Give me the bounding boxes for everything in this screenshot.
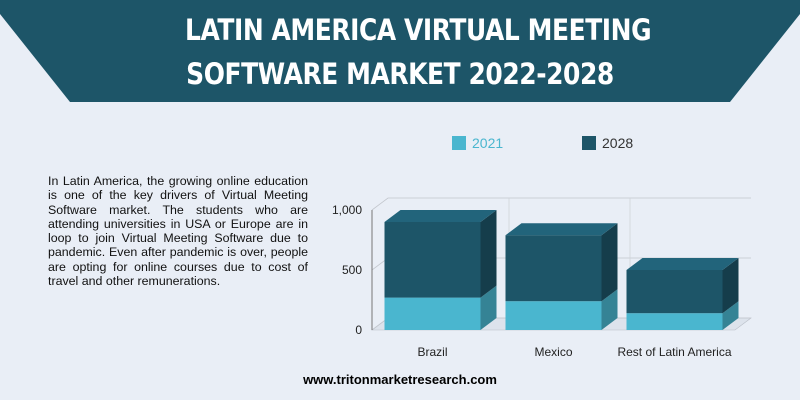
bar-2021-brazil	[384, 297, 481, 330]
bar-top-2028-mexico	[505, 223, 618, 236]
chart-legend: 2021 2028	[452, 135, 672, 155]
legend-swatch-2028	[582, 136, 596, 150]
bar-2028-rest-of-latin-america	[626, 270, 723, 314]
legend-label-2021: 2021	[472, 135, 504, 151]
y-tick-label: 1,000	[332, 203, 362, 217]
bar-side-2028-brazil	[480, 210, 497, 298]
footer-url: www.tritonmarketresearch.com	[303, 372, 497, 387]
bar-side-2021-brazil	[480, 285, 497, 330]
page-title: LATIN AMERICA VIRTUAL MEETING SOFTWARE M…	[185, 8, 652, 96]
title-line-1: LATIN AMERICA VIRTUAL MEETING	[185, 13, 652, 47]
bar-side-2021-mexico	[601, 289, 618, 330]
bar-2021-rest-of-latin-america	[626, 313, 723, 330]
x-tick-label: Brazil	[417, 345, 447, 359]
title-line-2: SOFTWARE MARKET 2022-2028	[186, 57, 614, 91]
bar-2021-mexico	[505, 301, 602, 330]
title-banner	[0, 0, 800, 102]
bar-top-2028-rest-of-latin-america	[626, 258, 739, 270]
bar-side-2028-rest-of-latin-america	[722, 258, 739, 314]
bar-2028-brazil	[384, 222, 481, 298]
bar-side-2021-rest-of-latin-america	[722, 301, 739, 330]
market-description: In Latin America, the growing online edu…	[48, 174, 308, 289]
x-tick-label: Mexico	[534, 345, 572, 359]
y-tick-label: 500	[342, 263, 362, 277]
y-tick-label: 0	[355, 323, 362, 337]
legend-label-2028: 2028	[602, 135, 634, 151]
bar-side-2028-mexico	[601, 223, 618, 302]
legend-swatch-2021	[452, 136, 466, 150]
x-tick-label: Rest of Latin America	[617, 345, 731, 359]
bar-top-2028-brazil	[384, 210, 497, 222]
bar-2028-mexico	[505, 235, 602, 302]
